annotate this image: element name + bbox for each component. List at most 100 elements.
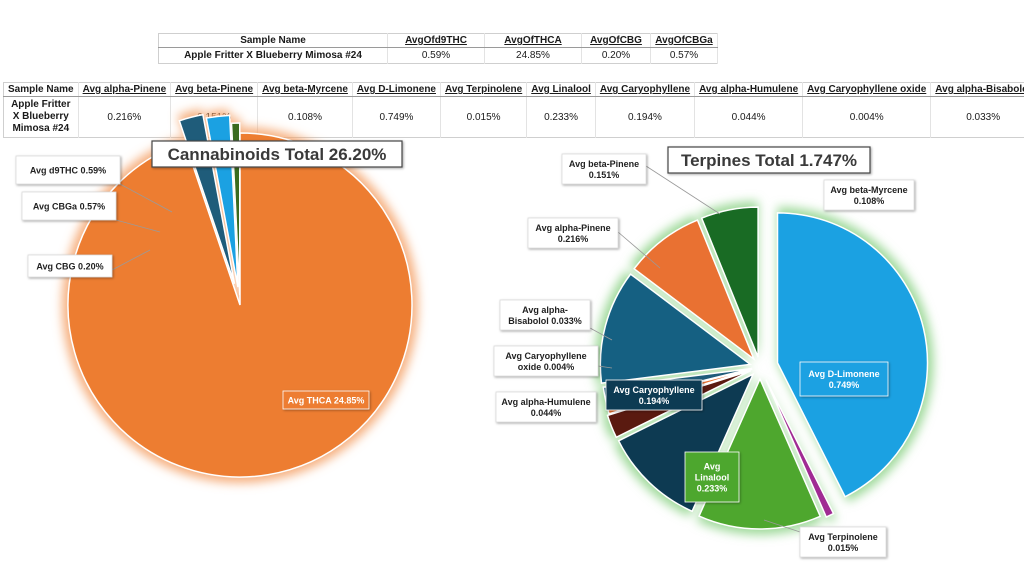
data-label-text: oxide 0.004% — [518, 362, 575, 372]
data-label-avg-thca: Avg THCA 24.85% — [282, 390, 370, 410]
leader-line — [617, 231, 661, 269]
data-label-text: Avg CBGa 0.57% — [33, 202, 105, 212]
column-header: AvgOfCBGa — [650, 33, 718, 48]
column-header: AvgOfTHCA — [484, 33, 582, 48]
column-header: Avg Caryophyllene — [595, 82, 696, 97]
column-header: Avg Linalool — [526, 82, 596, 97]
data-label-text: 0.015% — [828, 543, 859, 553]
data-label-box — [684, 451, 740, 503]
column-header: Avg Caryophyllene oxide — [802, 82, 932, 97]
data-label-text: Avg THCA 24.85% — [288, 396, 365, 406]
data-label-box — [823, 179, 915, 211]
column-header: Avg alpha-Pinene — [78, 82, 172, 97]
data-label-avg-alpha-bisabolol: Avg alpha-Bisabolol 0.033% — [499, 299, 613, 341]
data-label-text: Avg beta-Myrcene — [830, 185, 907, 195]
slice-labels: Avg THCA 24.85% Avg d9THC 0.59% Avg CBGa 0… — [15, 153, 915, 558]
terpene-summary-table: Sample Name Avg alpha-Pinene Avg beta-Pi… — [3, 82, 1024, 138]
table-row: Apple Fritter X Blueberry Mimosa #24 0.5… — [158, 47, 718, 64]
leader-line — [119, 183, 173, 213]
data-label-text: Avg D-Limonene — [808, 369, 879, 379]
table-cell: 0.57% — [650, 47, 718, 64]
data-label-avg-d9thc: Avg d9THC 0.59% — [15, 155, 173, 213]
data-label-text: Avg CBG 0.20% — [36, 262, 103, 272]
terpenes-pie — [594, 201, 934, 535]
table-cell: 0.20% — [581, 47, 651, 64]
table-cell: 0.033% — [930, 96, 1024, 138]
data-label-text: Avg — [704, 462, 721, 472]
table-cell: 0.216% — [78, 96, 172, 138]
chart-title-text: Terpines Total 1.747% — [681, 151, 857, 170]
leader-line — [589, 327, 613, 341]
slice-avg-d-limonene — [776, 212, 929, 498]
data-label-box — [799, 526, 887, 558]
leader-line — [115, 219, 161, 233]
data-label-text: Bisabolol 0.033% — [508, 316, 582, 326]
slice-avg-beta-pinene — [633, 219, 756, 362]
column-header: Avg beta-Pinene — [170, 82, 259, 97]
column-header: Sample Name — [3, 82, 79, 97]
table-cell: 0.194% — [595, 96, 696, 138]
data-label-text: Avg Terpinolene — [808, 532, 878, 542]
data-label-text: Avg Caryophyllene — [613, 385, 694, 395]
data-label-text: 0.151% — [589, 170, 620, 180]
data-label-avg-cbg: Avg CBG 0.20% — [27, 249, 151, 278]
table-header-row: Sample Name Avg alpha-Pinene Avg beta-Pi… — [3, 82, 1024, 97]
chart-title-box — [667, 146, 871, 174]
slice-avg-caryophyllene — [617, 372, 755, 513]
data-label-box — [561, 153, 647, 185]
slice-avg-terpinolene — [765, 379, 835, 519]
data-label-text: Avg d9THC 0.59% — [30, 166, 106, 176]
data-label-box — [527, 217, 619, 249]
table-cell: 0.59% — [387, 47, 485, 64]
table-cell: 0.233% — [526, 96, 596, 138]
data-label-text: 0.108% — [854, 196, 885, 206]
data-label-text: 0.749% — [829, 380, 860, 390]
data-label-box — [21, 191, 117, 221]
data-label-text: Avg beta-Pinene — [569, 159, 639, 169]
table-cell: 0.004% — [802, 96, 932, 138]
leader-line — [645, 165, 721, 215]
chart-title-box — [151, 140, 403, 168]
column-header: AvgOfCBG — [581, 33, 651, 48]
column-header: Avg Terpinolene — [440, 82, 528, 97]
data-label-box — [27, 254, 113, 278]
leader-line — [597, 365, 613, 369]
chart-titles: Cannabinoids Total 26.20% Terpines Total … — [151, 140, 871, 174]
column-header: Avg beta-Myrcene — [257, 82, 353, 97]
table-cell: 0.749% — [352, 96, 441, 138]
table-header-row: Sample Name AvgOfd9THC AvgOfTHCA AvgOfCB… — [158, 33, 718, 48]
column-header: Avg alpha-Humulene — [694, 82, 804, 97]
data-label-text: 0.194% — [639, 396, 670, 406]
data-label-box — [493, 345, 599, 377]
column-header: Avg D-Limonene — [352, 82, 441, 97]
chart-title: Terpines Total 1.747% — [667, 146, 871, 174]
data-label-text: 0.233% — [697, 484, 728, 494]
table-cell: 0.015% — [440, 96, 528, 138]
chart-title-text: Cannabinoids Total 26.20% — [168, 145, 387, 164]
table-cell: Apple Fritter X Blueberry Mimosa #24 — [3, 96, 79, 138]
column-header: Avg alpha-Bisabolol — [930, 82, 1024, 97]
data-label-box — [605, 379, 703, 411]
slice-avg-alpha-pinene — [599, 273, 753, 385]
slice-avg-beta-myrcene — [700, 206, 759, 358]
data-label-box — [495, 391, 597, 423]
leader-line — [111, 249, 151, 271]
data-label-text: Linalool — [695, 473, 730, 483]
cannabinoid-summary-table: Sample Name AvgOfd9THC AvgOfTHCA AvgOfCB… — [158, 33, 718, 64]
leader-line — [763, 519, 801, 533]
data-label-box — [799, 361, 889, 397]
data-label-text: Avg Caryophyllene — [505, 351, 586, 361]
column-header: Sample Name — [158, 33, 388, 48]
data-label-box — [282, 390, 370, 410]
data-label-avg-cbga: Avg CBGa 0.57% — [21, 191, 161, 233]
